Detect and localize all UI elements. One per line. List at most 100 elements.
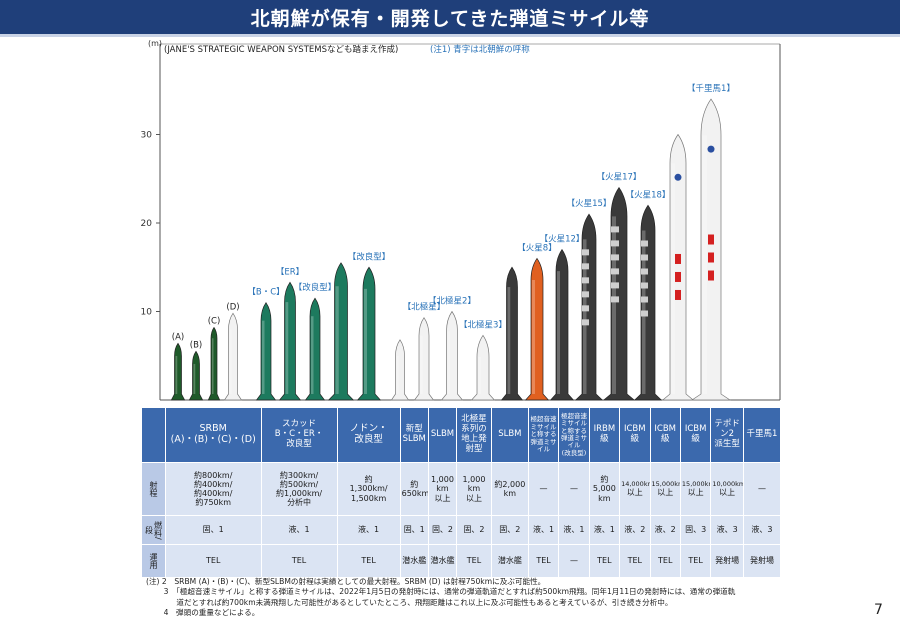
missile-marking	[675, 289, 681, 300]
cell-line: 15,000km	[651, 479, 680, 488]
missile-marking	[582, 277, 589, 284]
column-header-line: ミサイル	[560, 419, 587, 428]
missile-body	[390, 339, 410, 401]
missile-body	[207, 326, 221, 401]
missile-body	[170, 342, 186, 401]
table-cell: 約800km/約400km/約400km/約750km	[164, 462, 262, 516]
missile-body	[188, 350, 204, 401]
table-cell: TEL	[679, 544, 712, 578]
missile-marking	[582, 263, 589, 270]
missile-label: 【火星12】	[540, 235, 585, 245]
footnote-4: 4 弾頭の重量などによる。	[146, 608, 260, 618]
table-cell: 固、1	[164, 515, 262, 545]
column-header-line: と称する	[560, 426, 587, 435]
missile-20: 【千里馬1】	[687, 83, 735, 401]
cell-line: 約	[600, 475, 609, 485]
column-header: 北極星 系列の 地上発射型	[456, 407, 492, 463]
column-header: 新型 SLBM	[399, 407, 429, 463]
cell-line: —	[539, 484, 548, 494]
column-header: SRBM (A)・(B)・(C)・(D)	[164, 407, 262, 463]
column-header-line: 新型	[405, 424, 423, 435]
missile-marking	[582, 305, 589, 312]
column-header-line: ICBM級	[654, 424, 677, 444]
column-header-line: 改良型	[354, 434, 383, 445]
cell-line: 以上	[657, 488, 674, 498]
missile-label: (B)	[190, 340, 202, 350]
column-header-line: 極超音速	[560, 411, 587, 420]
cell-line: 約300km/	[279, 470, 319, 480]
table-cell: 液、3	[742, 515, 782, 545]
missile-label: 【改良型】	[294, 282, 337, 293]
missile-17: 【火星17】	[597, 173, 642, 401]
missile-19	[661, 133, 695, 401]
row-header: 射程	[141, 462, 166, 516]
cell-line: km	[436, 484, 449, 494]
missile-emblem	[707, 145, 715, 153]
missile-9	[390, 339, 410, 401]
missile-body	[440, 310, 464, 401]
table-cell: 約 5,000 km	[588, 462, 621, 516]
cell-line: —	[757, 484, 766, 494]
page-title: 北朝鮮が保有・開発してきた弾道ミサイル等	[250, 7, 650, 30]
missile-marking	[675, 253, 681, 264]
cell-line: 約500km/	[279, 479, 319, 489]
missile-marking	[611, 268, 619, 275]
column-header-line: SRBM	[199, 423, 227, 435]
missile-marking	[708, 234, 714, 245]
missile-highlight	[335, 286, 339, 394]
missile-body	[690, 98, 732, 401]
missile-marking	[611, 240, 619, 247]
missile-label: 【火星18】	[626, 190, 671, 200]
missile-highlight	[671, 163, 675, 394]
missile-label: 【北極星】	[403, 302, 446, 313]
table-cell: —	[742, 462, 782, 516]
missile-highlight	[396, 356, 399, 394]
missile-marking	[641, 282, 648, 289]
table-cell: 液、2	[649, 515, 681, 545]
missile-label: 【火星17】	[597, 173, 642, 183]
table-cell: TEL	[527, 544, 560, 578]
column-header-line: SLBM	[498, 429, 522, 440]
column-header-line: 北極星	[461, 414, 487, 425]
cell-line: 約400km/	[194, 489, 233, 498]
column-header-line: テポドン2	[714, 419, 740, 440]
missile-body	[327, 262, 355, 401]
table-cell: 液、1	[527, 515, 560, 545]
title-bar: 北朝鮮が保有・開発してきた弾道ミサイル等	[0, 0, 900, 34]
column-header-line: スカッド	[282, 419, 317, 430]
cell-line: 5,000	[592, 484, 616, 494]
table-cell: TEL	[456, 544, 492, 578]
missile-body	[413, 317, 435, 401]
missile-marking	[641, 268, 648, 275]
cell-line: 10,000km	[712, 479, 744, 488]
missile-highlight	[229, 329, 232, 394]
missile-marking	[641, 240, 648, 247]
table-cell: —	[527, 462, 560, 516]
missile-marking	[708, 270, 714, 281]
missile-8: 【改良型】	[348, 251, 390, 401]
missile-marking	[611, 282, 619, 289]
missile-marking	[582, 319, 589, 326]
cell-line: 約	[410, 479, 419, 489]
missile-body	[278, 281, 302, 401]
missile-highlight	[507, 287, 511, 394]
column-header: テポドン2 派生型	[710, 407, 744, 463]
missile-highlight	[262, 320, 265, 394]
missile-highlight	[447, 331, 451, 394]
missile-marking	[582, 249, 589, 256]
missile-label: 【火星15】	[567, 199, 612, 209]
column-header-line: 千里馬1	[746, 429, 778, 440]
missile-4: 【B・C】	[247, 288, 285, 401]
cell-line: 分析中	[287, 498, 312, 508]
cell-line: 1,500km	[350, 493, 387, 503]
cell-line: 約1,000km/	[276, 489, 323, 498]
missile-label: (A)	[172, 332, 184, 342]
missile-emblem	[674, 173, 682, 181]
missile-7	[327, 262, 355, 401]
cell-line: 650km	[401, 489, 429, 498]
missile-3: (D)	[223, 302, 243, 401]
column-header: 千里馬1	[742, 407, 782, 463]
column-header: SLBM	[490, 407, 529, 463]
missile-body	[602, 186, 636, 401]
